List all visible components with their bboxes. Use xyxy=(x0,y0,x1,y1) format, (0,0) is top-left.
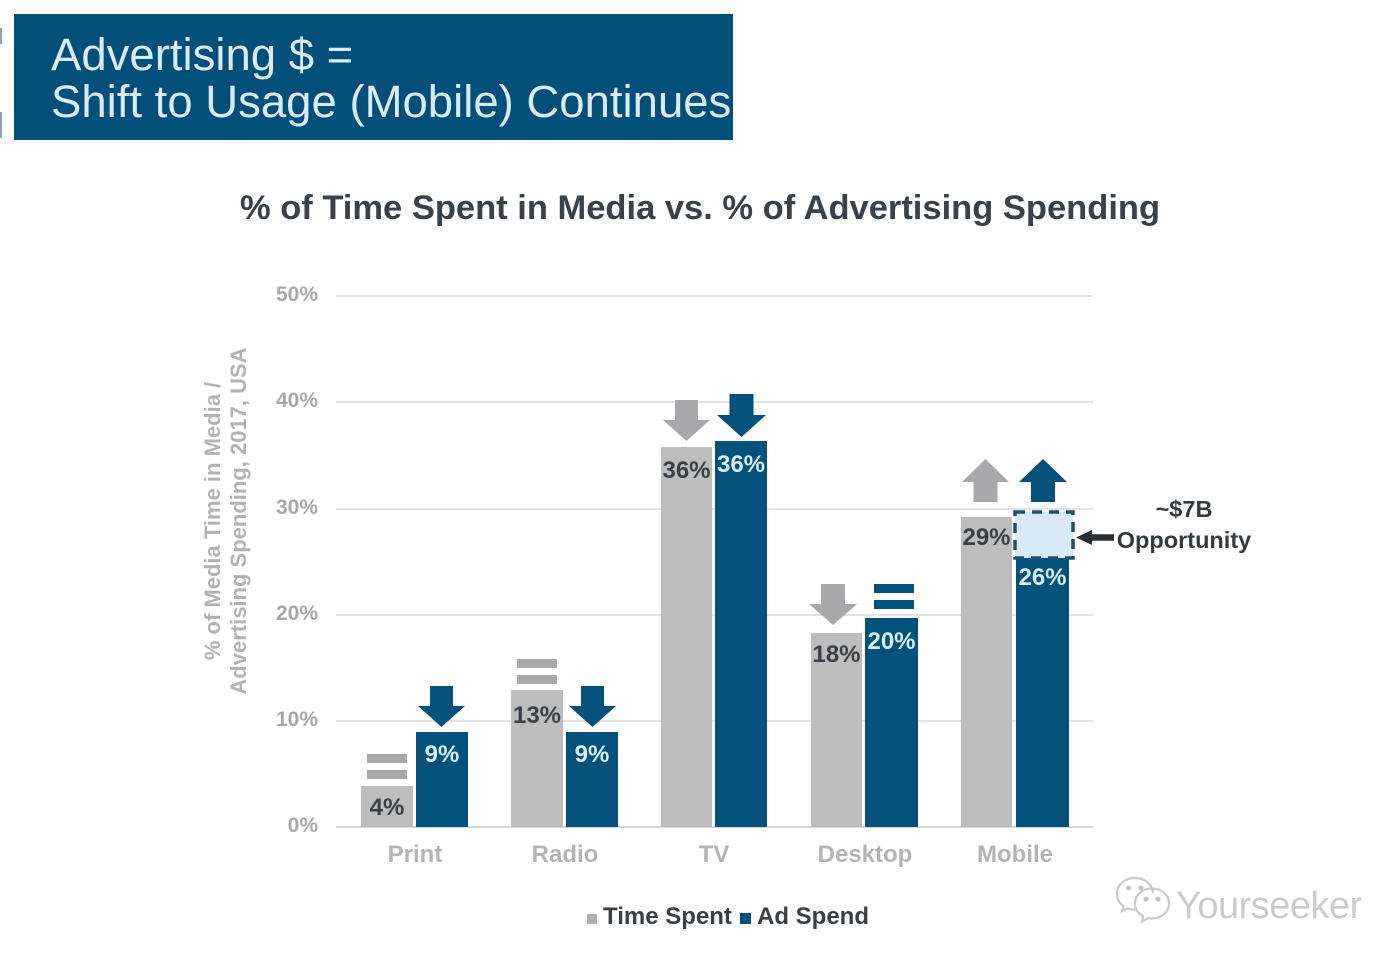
svg-text:Yourseeker: Yourseeker xyxy=(1176,885,1363,927)
